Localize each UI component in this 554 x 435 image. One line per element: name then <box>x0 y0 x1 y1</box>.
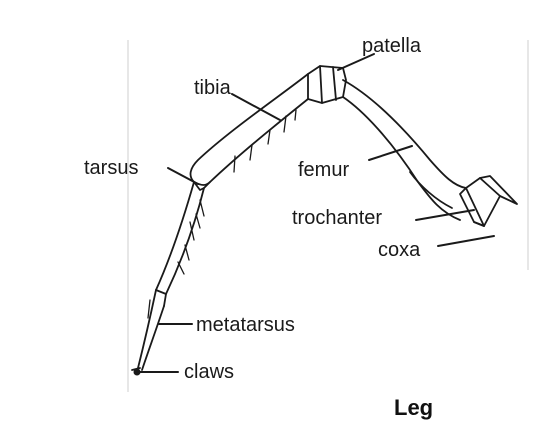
label-claws: claws <box>184 361 234 383</box>
tarsus-segment <box>155 181 211 295</box>
tibia-segment <box>189 73 309 186</box>
claws-shape <box>131 367 141 376</box>
figure-caption: Leg <box>394 395 433 420</box>
femur-leader <box>368 145 413 161</box>
label-tibia: tibia <box>194 77 232 99</box>
tarsus-leader <box>167 167 199 185</box>
coxa-segment <box>465 175 518 227</box>
metatarsus-segment <box>137 289 167 371</box>
label-trochanter: trochanter <box>292 207 382 229</box>
coxa-leader <box>437 235 495 247</box>
femur-segment <box>342 79 467 221</box>
label-coxa: coxa <box>378 239 421 261</box>
label-femur: femur <box>298 159 349 181</box>
label-metatarsus: metatarsus <box>196 314 295 336</box>
label-patella: patella <box>362 35 422 57</box>
trochanter-leader <box>415 209 475 221</box>
patella-segment <box>307 65 347 104</box>
tibia-leader <box>231 93 281 121</box>
patella-leader <box>337 53 375 71</box>
label-tarsus: tarsus <box>84 157 138 179</box>
trochanter-segment <box>459 187 485 227</box>
